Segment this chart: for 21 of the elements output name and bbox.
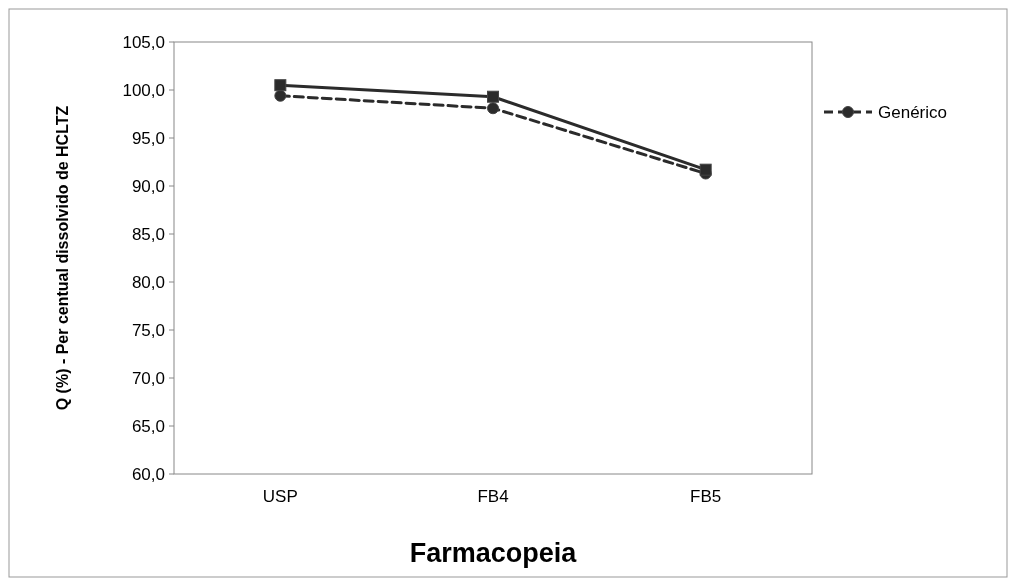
legend-label: Genérico: [878, 102, 947, 122]
y-tick-label: 85,0: [131, 224, 165, 244]
y-tick-label: 70,0: [131, 368, 165, 388]
y-tick-label: 65,0: [131, 416, 165, 436]
y-tick-label: 90,0: [131, 176, 165, 196]
y-tick-label: 100,0: [122, 80, 165, 100]
y-tick-label: 95,0: [131, 128, 165, 148]
y-tick-label: 80,0: [131, 272, 165, 292]
point: [699, 163, 712, 176]
y-tick-label: 75,0: [131, 320, 165, 340]
x-tick-label: USP: [262, 487, 298, 506]
point: [274, 89, 287, 102]
point: [487, 102, 499, 115]
y-tick-label: 60,0: [131, 464, 165, 484]
y-tick-label: 105,0: [122, 32, 165, 52]
x-tick-label: FB5: [690, 487, 722, 506]
x-axis-title: Farmacopeia: [409, 538, 578, 568]
point: [487, 90, 499, 103]
x-tick-label: FB4: [477, 487, 509, 506]
y-axis-title: Q (%) - Per centual dissolvido de HCLTZ: [54, 105, 71, 411]
point: [274, 79, 287, 92]
